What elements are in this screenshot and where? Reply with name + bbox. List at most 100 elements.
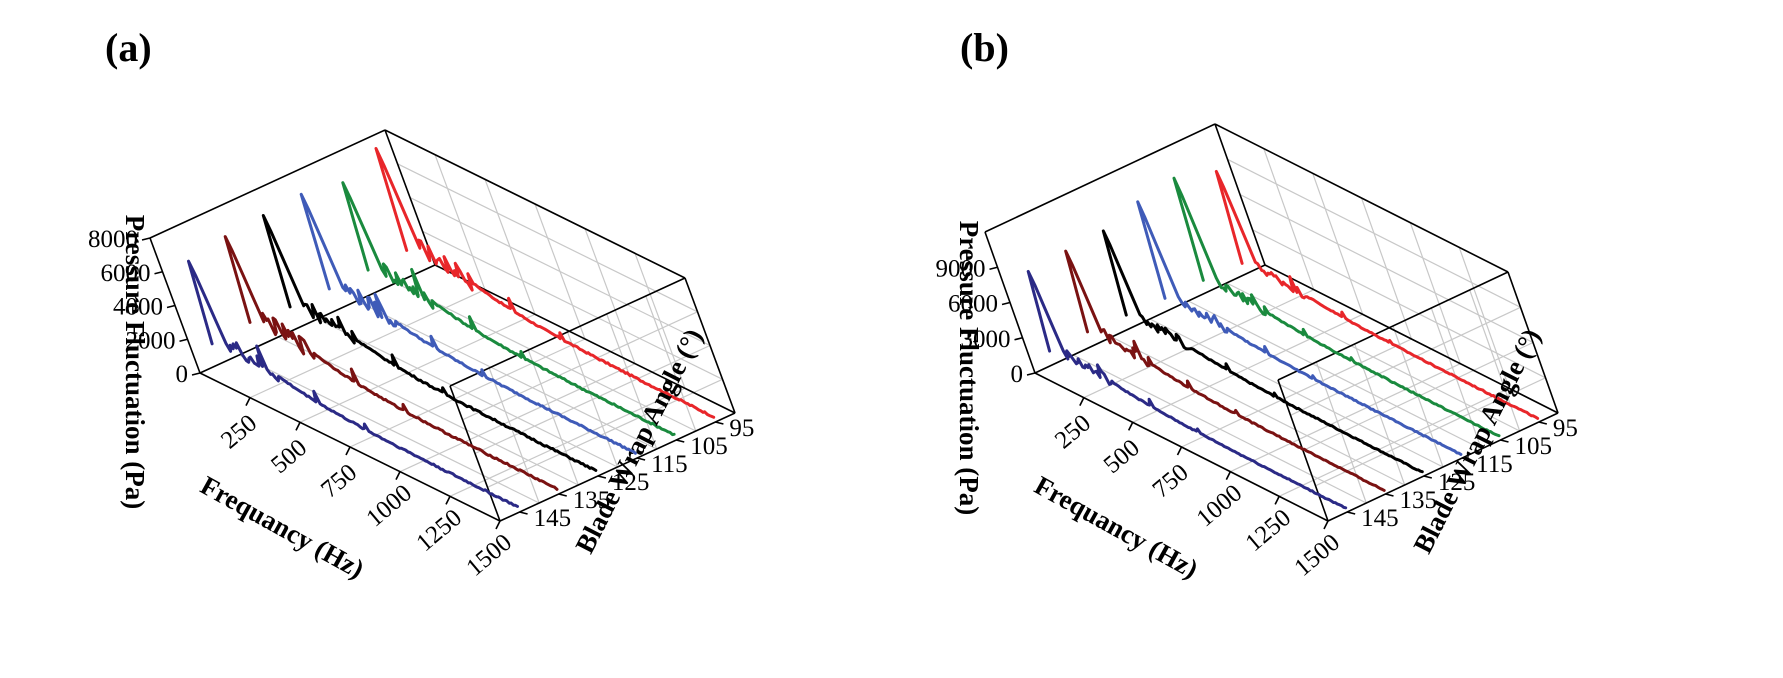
y-tick-label: 145 bbox=[534, 505, 572, 532]
series-line-145 bbox=[1026, 269, 1348, 510]
axis-edge bbox=[384, 129, 686, 279]
x-tick-label: 500 bbox=[1099, 434, 1145, 479]
series-line-95 bbox=[1214, 169, 1540, 420]
series-line-95 bbox=[374, 147, 716, 419]
axes-frame bbox=[149, 129, 736, 522]
z-tick-label: 6000 bbox=[948, 291, 998, 318]
z-tick-label: 8000 bbox=[88, 226, 138, 253]
x-tick-label: 750 bbox=[1148, 459, 1194, 504]
axis-edge bbox=[1214, 123, 1509, 273]
series-line-135 bbox=[1064, 249, 1386, 492]
grid-line bbox=[409, 196, 711, 347]
x-tick-mark bbox=[1127, 421, 1134, 431]
axis-edge bbox=[1277, 271, 1509, 381]
y-tick-mark bbox=[1538, 421, 1548, 425]
y-tick-label: 115 bbox=[1476, 451, 1513, 478]
panel-label: (b) bbox=[960, 25, 1009, 70]
grid-line bbox=[1290, 306, 1521, 416]
y-tick-mark bbox=[676, 439, 685, 443]
axis-edge bbox=[499, 412, 736, 522]
grid-line bbox=[1315, 377, 1546, 487]
x-tick-label: 1000 bbox=[361, 480, 417, 533]
grid-line bbox=[238, 354, 540, 504]
axis-edge bbox=[449, 277, 686, 387]
z-tick-label: 2000 bbox=[126, 327, 176, 354]
chart-panel-b: 0300060009000250500750100012501500951051… bbox=[936, 25, 1578, 585]
grid-line bbox=[1111, 336, 1405, 486]
grid-line bbox=[356, 300, 657, 450]
x-tick-label: 1500 bbox=[1289, 529, 1345, 582]
series-line-145 bbox=[187, 259, 519, 508]
z-tick-label: 0 bbox=[176, 361, 189, 388]
grid-line bbox=[1252, 229, 1546, 379]
x-tick-label: 1000 bbox=[1192, 480, 1248, 533]
y-tick-label: 95 bbox=[1553, 415, 1578, 442]
z-tick-mark bbox=[179, 338, 188, 343]
x-tick-mark bbox=[245, 397, 251, 407]
y-tick-label: 135 bbox=[1400, 487, 1438, 514]
z-tick-label: 4000 bbox=[113, 294, 163, 321]
y-tick-mark bbox=[1346, 511, 1356, 515]
axis-edge bbox=[684, 277, 736, 414]
y-tick-label: 125 bbox=[612, 469, 650, 496]
x-tick-mark bbox=[1274, 495, 1280, 505]
series-lines bbox=[1026, 169, 1540, 510]
series-line-135 bbox=[223, 235, 559, 491]
x-tick-mark bbox=[1225, 471, 1232, 481]
x-tick-mark bbox=[395, 471, 401, 481]
z-tick-mark bbox=[154, 270, 163, 275]
z-tick-label: 0 bbox=[1011, 361, 1024, 388]
x-tick-label: 1250 bbox=[411, 504, 467, 557]
grid-line bbox=[1226, 282, 1520, 432]
axis-edge bbox=[434, 264, 736, 414]
axis-edge bbox=[984, 123, 1216, 233]
grid-line bbox=[487, 378, 723, 488]
grid-line bbox=[1239, 193, 1534, 344]
series-line-105 bbox=[1172, 176, 1501, 438]
x-tick-label: 1250 bbox=[1241, 504, 1297, 557]
z-tick-mark bbox=[141, 237, 151, 241]
x-tick-label: 250 bbox=[216, 410, 262, 455]
z-tick-mark bbox=[191, 372, 201, 376]
grid-line bbox=[462, 311, 698, 421]
grid-line bbox=[1227, 158, 1521, 308]
y-tick-mark bbox=[636, 457, 646, 461]
grid-line bbox=[1188, 300, 1482, 450]
y-tick-mark bbox=[715, 421, 724, 425]
grid-line bbox=[1149, 318, 1444, 468]
y-tick-label: 105 bbox=[1515, 433, 1553, 460]
series-line-125 bbox=[1101, 229, 1424, 474]
grid-line bbox=[397, 163, 698, 313]
axis-edge bbox=[1327, 412, 1559, 522]
grid-line bbox=[278, 336, 579, 486]
series-line-115 bbox=[299, 192, 637, 455]
y-tick-label: 145 bbox=[1361, 505, 1399, 532]
x-tick-mark bbox=[445, 495, 451, 505]
y-tick-mark bbox=[1385, 493, 1394, 497]
z-tick-mark bbox=[166, 304, 176, 309]
series-lines bbox=[187, 147, 716, 508]
y-tick-label: 105 bbox=[690, 433, 728, 460]
x-tick-mark bbox=[345, 446, 351, 456]
axis-edge bbox=[1507, 271, 1559, 414]
y-tick-mark bbox=[519, 511, 528, 515]
z-axis-title: Pressure Fluctuation (Pa) bbox=[120, 215, 150, 509]
series-line-115 bbox=[1136, 200, 1463, 456]
x-tick-label: 750 bbox=[316, 459, 362, 504]
y-axis-title: Blade Wrap Angle (°) bbox=[569, 324, 708, 558]
y-tick-label: 125 bbox=[1438, 469, 1476, 496]
z-tick-label: 3000 bbox=[961, 326, 1011, 353]
y-tick-label: 135 bbox=[573, 487, 611, 514]
x-tick-mark bbox=[495, 520, 501, 530]
axis-edge bbox=[384, 129, 436, 266]
y-tick-label: 115 bbox=[651, 451, 688, 478]
z-axis-title: Pressure Fluctuation (Pa) bbox=[954, 221, 984, 515]
x-tick-label: 250 bbox=[1050, 410, 1096, 455]
y-tick-mark bbox=[1461, 457, 1471, 461]
axis-edge bbox=[1034, 264, 1266, 374]
z-tick-label: 6000 bbox=[101, 260, 151, 287]
